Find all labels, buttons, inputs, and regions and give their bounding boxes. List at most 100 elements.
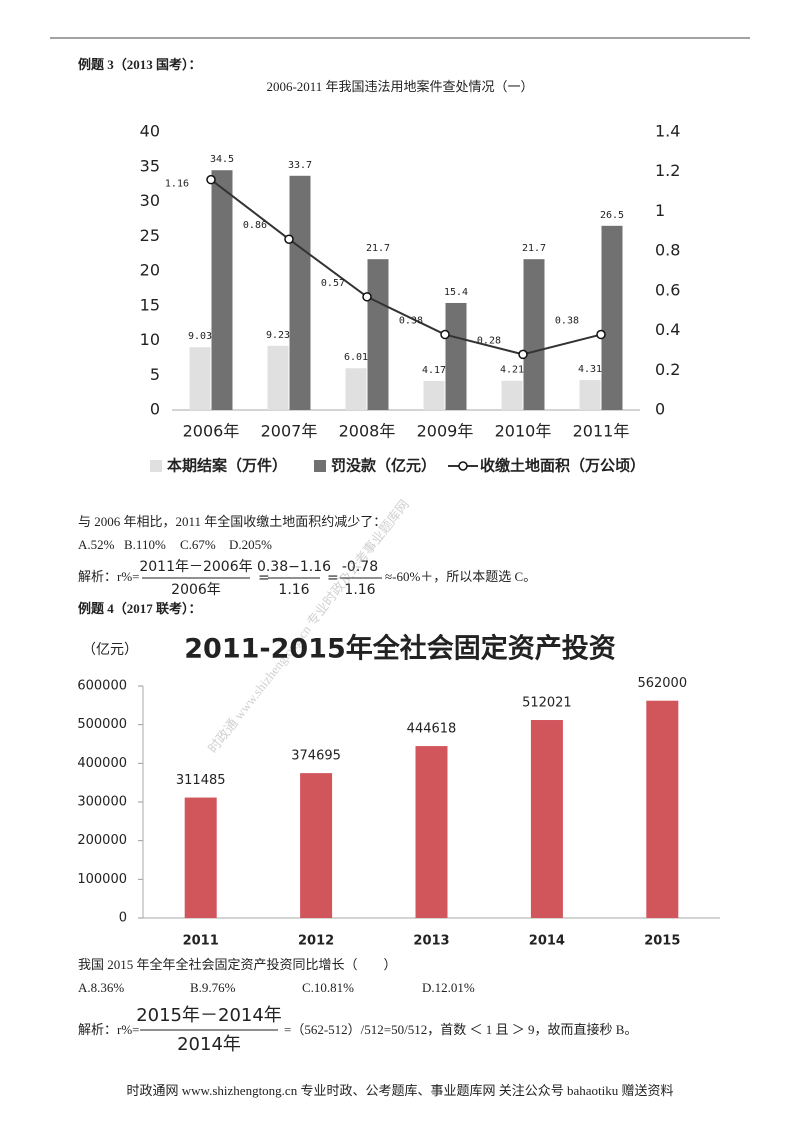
x-tick-label: 2007年 xyxy=(261,422,318,441)
bar xyxy=(530,720,563,918)
bar xyxy=(646,700,679,918)
y-tick-label: 300000 xyxy=(77,795,127,810)
y-tick-label: 35 xyxy=(140,156,160,175)
bar xyxy=(289,175,311,410)
y-tick-label: 10 xyxy=(140,330,160,349)
line-point xyxy=(440,329,450,340)
y-tick-label: 0 xyxy=(119,911,127,926)
analysis-suffix: =（562-512）/512=50/512，首数 ＜ 1 且 ＞ 9，故而直接秒… xyxy=(284,1022,637,1037)
y2-tick-label: 1.4 xyxy=(655,122,680,141)
legend-swatch xyxy=(314,460,326,472)
fraction-numerator: 0.38−1.16 xyxy=(257,559,331,575)
y2-tick-label: 0.4 xyxy=(655,320,680,339)
y2-tick-label: 0 xyxy=(655,400,665,419)
option: B.110% xyxy=(124,537,166,552)
question-stem: 与 2006 年相比，2011 年全国收缴土地面积约减少了： xyxy=(78,514,386,529)
y2-tick-label: 1.2 xyxy=(655,161,680,180)
analysis-prefix: 解析：r%= xyxy=(78,569,140,584)
bar xyxy=(300,773,333,918)
data-label: 374695 xyxy=(291,749,341,764)
analysis-suffix: ≈-60%＋，所以本题选 C。 xyxy=(385,569,536,584)
fraction-numerator: -0.78 xyxy=(342,559,378,575)
bar xyxy=(184,797,217,918)
line-point xyxy=(284,234,294,244)
y-axis-label: （亿元） xyxy=(82,642,138,658)
option: D.12.01% xyxy=(422,980,475,995)
legend-label: 收缴土地面积（万公顷） xyxy=(480,457,645,475)
legend-label: 罚没款（亿元） xyxy=(331,457,436,475)
data-label: 0.38 xyxy=(399,316,423,327)
equals: = xyxy=(258,570,270,586)
data-label: 0.28 xyxy=(477,335,501,346)
fraction-denominator: 2006年 xyxy=(171,582,221,598)
y-tick-label: 600000 xyxy=(77,679,127,694)
y-tick-label: 200000 xyxy=(77,833,127,848)
question-heading: 例题 3（2013 国考）： xyxy=(78,57,202,72)
data-label: 26.5 xyxy=(600,210,624,221)
data-label: 0.57 xyxy=(321,278,345,289)
data-label: 0.38 xyxy=(555,316,579,327)
legend-swatch xyxy=(150,460,162,472)
bar xyxy=(579,380,601,410)
bar xyxy=(267,345,289,410)
footer: 时政通网 www.shizhengtong.cn 专业时政、公考题库、事业题库网… xyxy=(127,1083,674,1098)
line-point xyxy=(596,329,606,340)
line-point xyxy=(362,292,372,302)
y-tick-label: 500000 xyxy=(77,717,127,732)
y-tick-label: 15 xyxy=(140,295,160,314)
fraction-numerator: 2011年－2006年 xyxy=(139,559,252,575)
bar xyxy=(501,380,523,410)
line-point xyxy=(518,349,528,360)
bar xyxy=(367,259,389,410)
data-label: 9.03 xyxy=(188,331,212,342)
option: B.9.76% xyxy=(190,980,236,995)
y-tick-label: 40 xyxy=(140,122,160,141)
y-tick-label: 0 xyxy=(150,400,160,419)
chart-title: 2011-2015年全社会固定资产投资 xyxy=(184,633,616,665)
data-label: 34.5 xyxy=(210,154,234,165)
x-tick-label: 2008年 xyxy=(339,422,396,441)
data-label: 4.17 xyxy=(422,365,446,376)
y-tick-label: 30 xyxy=(140,191,160,210)
data-label: 562000 xyxy=(637,676,687,691)
fraction-denominator: 2014年 xyxy=(177,1034,241,1055)
y-tick-label: 20 xyxy=(140,261,160,280)
data-label: 1.16 xyxy=(165,179,189,190)
x-tick-label: 2006年 xyxy=(183,422,240,441)
y2-tick-label: 0.2 xyxy=(655,360,680,379)
option: C.10.81% xyxy=(302,980,354,995)
bar xyxy=(423,381,445,410)
y-tick-label: 400000 xyxy=(77,756,127,771)
y-tick-label: 100000 xyxy=(77,872,127,887)
x-tick-label: 2015 xyxy=(644,934,680,949)
legend-marker xyxy=(458,461,468,471)
fraction-denominator: 1.16 xyxy=(278,582,309,598)
line xyxy=(210,178,602,356)
x-tick-label: 2009年 xyxy=(417,422,474,441)
bar xyxy=(415,746,448,918)
x-tick-label: 2012 xyxy=(298,934,334,949)
data-label: 311485 xyxy=(176,773,226,788)
x-tick-label: 2010年 xyxy=(495,422,552,441)
data-label: 4.21 xyxy=(500,365,524,376)
bar xyxy=(523,259,545,410)
data-label: 9.23 xyxy=(266,330,290,341)
data-label: 6.01 xyxy=(344,352,368,363)
analysis-prefix: 解析：r%= xyxy=(78,1022,140,1037)
legend-label: 本期结案（万件） xyxy=(167,457,287,475)
data-label: 21.7 xyxy=(522,243,546,254)
y-tick-label: 25 xyxy=(140,226,160,245)
data-label: 512021 xyxy=(522,696,572,711)
data-label: 4.31 xyxy=(578,364,602,375)
x-tick-label: 2011 xyxy=(183,934,219,949)
y2-tick-label: 0.8 xyxy=(655,241,680,260)
option: D.205% xyxy=(229,537,272,552)
equals: = xyxy=(327,570,339,586)
option: A.8.36% xyxy=(78,980,124,995)
bar xyxy=(601,225,623,410)
bar xyxy=(445,302,467,410)
bar xyxy=(211,170,233,410)
data-label: 33.7 xyxy=(288,160,312,171)
question-stem: 我国 2015 年全年全社会固定资产投资同比增长（ ） xyxy=(78,957,397,972)
